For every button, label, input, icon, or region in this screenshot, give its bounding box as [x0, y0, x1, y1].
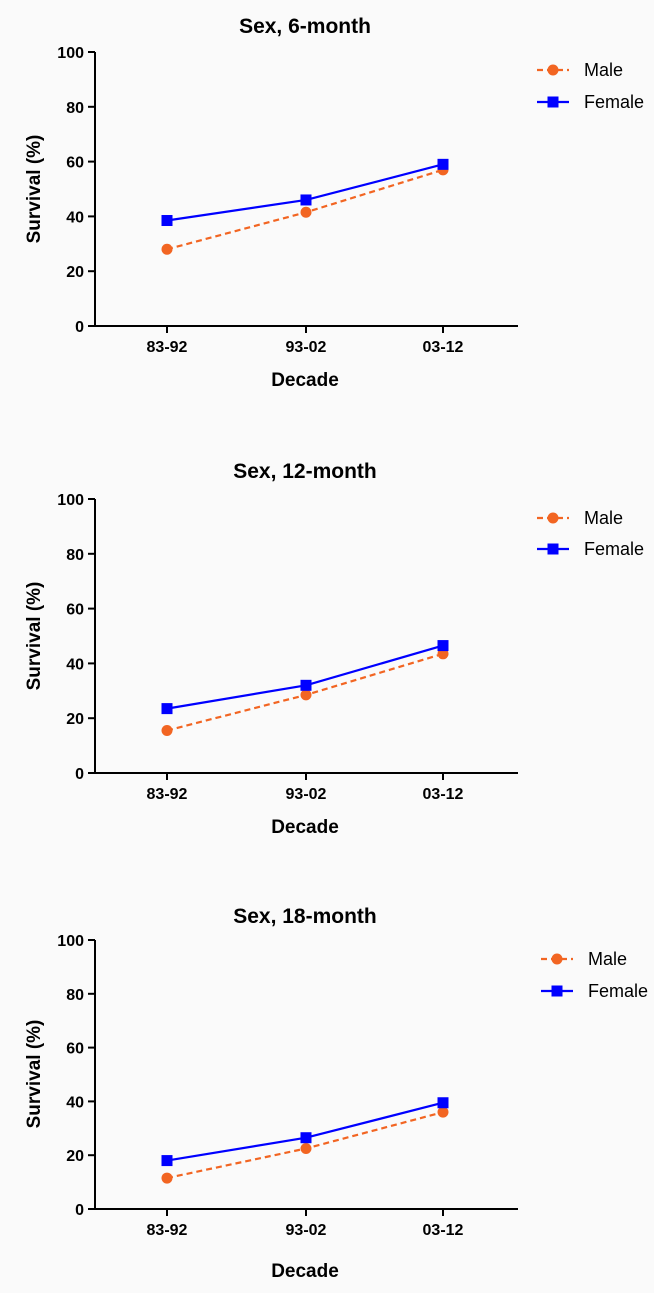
data-point-female: [161, 703, 173, 715]
x-tick-label: 83-92: [147, 339, 188, 356]
data-point-female: [437, 1097, 449, 1109]
y-tick-label: 20: [66, 711, 84, 728]
y-axis-label: Survival (%): [24, 582, 45, 691]
chart-title: Sex, 18-month: [233, 905, 377, 928]
x-tick-label: 03-12: [423, 339, 464, 356]
y-tick-label: 100: [57, 492, 84, 509]
chart-title: Sex, 12-month: [233, 460, 377, 483]
y-tick-label: 40: [66, 209, 84, 226]
x-tick-label: 93-02: [286, 786, 327, 803]
x-tick-label: 03-12: [423, 786, 464, 803]
data-point-female: [437, 640, 449, 652]
x-tick-label: 83-92: [147, 1222, 188, 1239]
y-tick-label: 0: [75, 766, 84, 783]
x-tick-label: 93-02: [286, 1222, 327, 1239]
legend-marker-female: [547, 543, 559, 555]
y-axis-label: Survival (%): [24, 1020, 45, 1129]
x-tick-label: 93-02: [286, 339, 327, 356]
data-point-male: [161, 725, 173, 737]
y-tick-label: 40: [66, 656, 84, 673]
data-point-male: [300, 1142, 312, 1154]
chart-panel-1: Sex, 6-month 0 20 40 60 80 100 83-92 93-02 03-12 D…: [24, 15, 644, 391]
data-point-male: [161, 243, 173, 255]
legend-marker-male: [547, 512, 559, 524]
y-tick-label: 80: [66, 100, 84, 117]
data-point-male: [300, 206, 312, 218]
y-axis-label: Survival (%): [24, 135, 45, 244]
legend-marker-female: [551, 985, 563, 997]
y-tick-label: 60: [66, 602, 84, 619]
y-tick-label: 0: [75, 319, 84, 336]
legend-label-female: Female: [584, 92, 644, 112]
legend-label-female: Female: [588, 981, 648, 1001]
data-point-male: [300, 689, 312, 701]
legend-label-female: Female: [584, 539, 644, 559]
x-tick-label: 03-12: [423, 1222, 464, 1239]
x-axis-label: Decade: [271, 370, 339, 391]
legend-label-male: Male: [584, 60, 623, 80]
data-point-female: [161, 215, 173, 227]
y-tick-label: 80: [66, 547, 84, 564]
y-tick-label: 60: [66, 155, 84, 172]
data-point-female: [300, 679, 312, 691]
y-tick-label: 60: [66, 1041, 84, 1058]
legend-marker-male: [547, 64, 559, 76]
legend-label-male: Male: [588, 949, 627, 969]
y-tick-label: 40: [66, 1094, 84, 1111]
data-point-female: [161, 1155, 173, 1167]
x-axis-label: Decade: [271, 1261, 339, 1282]
y-tick-label: 20: [66, 264, 84, 281]
y-tick-label: 0: [75, 1202, 84, 1219]
legend-marker-male: [551, 953, 563, 965]
x-axis-label: Decade: [271, 817, 339, 838]
chart-title: Sex, 6-month: [239, 15, 371, 38]
legend-label-male: Male: [584, 508, 623, 528]
y-tick-label: 100: [57, 933, 84, 950]
data-point-female: [300, 194, 312, 206]
data-point-male: [161, 1172, 173, 1184]
legend-marker-female: [547, 96, 559, 108]
chart-panel-2: Sex, 12-month 0 20 40 60 80 100 83-92 93-02 03-12…: [24, 460, 644, 838]
y-tick-label: 80: [66, 987, 84, 1004]
x-tick-label: 83-92: [147, 786, 188, 803]
data-point-male: [437, 1106, 449, 1118]
chart-panel-3: Sex, 18-month 0 20 40 60 80 100 83-92 93-02 03-12…: [24, 905, 648, 1282]
y-tick-label: 100: [57, 45, 84, 62]
data-point-female: [300, 1132, 312, 1144]
y-tick-label: 20: [66, 1148, 84, 1165]
data-point-female: [437, 158, 449, 170]
